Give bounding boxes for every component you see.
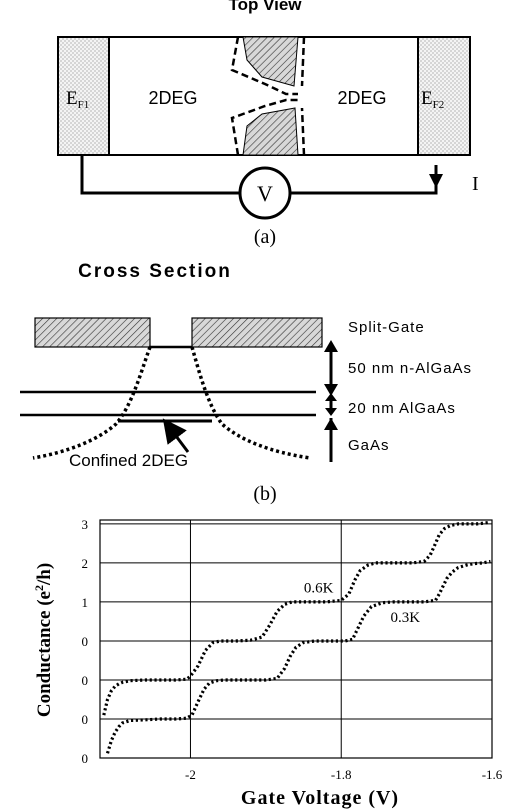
split-gate-left: [34, 317, 151, 348]
label-2deg-left: 2DEG: [148, 88, 197, 108]
current-arrow-head: [429, 174, 443, 188]
layer-label-gaas: GaAs: [348, 437, 390, 454]
label-2deg-right: 2DEG: [337, 88, 386, 108]
circuit-wire-right: [290, 165, 438, 195]
layer-label-algaas: 20 nm AlGaAs: [348, 400, 456, 417]
split-gate-right: [191, 317, 323, 348]
series-label-0: 0.6K: [304, 581, 334, 597]
y-tick-label: 0: [82, 712, 89, 727]
y-axis-label: Conductance (e2/h): [32, 563, 55, 717]
grid: [100, 520, 492, 758]
confined-2deg-label: Confined 2DEG: [69, 451, 188, 470]
x-axis-label: Gate Voltage (V): [241, 787, 399, 809]
panel-a: Top View EF1 EF2 2DEG 2DEG V I (a): [57, 0, 479, 248]
depletion-boundary-upper: [230, 36, 298, 96]
y-tick-labels: 3 2 1 0 0 0 0: [82, 517, 89, 766]
contact-ef1: [57, 36, 110, 156]
y-tick-label: 2: [82, 556, 89, 571]
series-line-1: [105, 559, 491, 754]
circuit-wire: [80, 155, 240, 195]
y-tick-label: 0: [82, 751, 89, 766]
label-ef2: EF2: [421, 88, 444, 111]
label-ef1: EF1: [66, 88, 89, 111]
y-tick-label: 0: [82, 634, 89, 649]
x-tick-label: -1.6: [482, 767, 503, 782]
panel-a-title: Top View: [228, 0, 302, 14]
conductance-chart: 3 2 1 0 0 0 0 -2 -1.8 -1.6 0.6K 0.3K Conductance …: [32, 517, 503, 809]
current-label: I: [472, 173, 479, 195]
x-tick-label: -1.8: [331, 767, 352, 782]
layer-label-n-algaas: 50 nm n-AlGaAs: [348, 360, 472, 377]
depletion-boundary-lower: [230, 98, 298, 156]
panel-b: Cross Section Confined 2DEG Split-Gate 5…: [20, 261, 472, 505]
x-tick-label: -2: [185, 767, 196, 782]
series-labels: 0.6K 0.3K: [304, 581, 420, 627]
series-group: [102, 520, 491, 754]
series-label-1: 0.3K: [391, 610, 421, 626]
thickness-arrows: [324, 340, 338, 462]
y-tick-label: 3: [82, 517, 89, 532]
x-tick-labels: -2 -1.8 -1.6: [185, 767, 503, 782]
panel-b-title: Cross Section: [78, 261, 232, 282]
top-gate-lower: [242, 107, 299, 156]
contact-ef2: [417, 36, 471, 156]
split-gate-label: Split-Gate: [348, 319, 425, 336]
voltmeter-label: V: [257, 181, 273, 206]
depletion-edge-right: [190, 346, 311, 460]
plot-frame: [99, 519, 493, 759]
y-tick-label: 1: [82, 595, 89, 610]
panel-b-caption: (b): [253, 483, 276, 505]
confined-pointer-arrow: [162, 418, 190, 453]
voltmeter-circle: [238, 166, 292, 220]
depletion-boundary-right: [300, 36, 306, 156]
y-tick-label: 0: [82, 673, 89, 688]
panel-a-caption: (a): [254, 226, 276, 248]
depletion-edge-left: [32, 346, 152, 460]
top-gate-upper: [242, 36, 299, 87]
